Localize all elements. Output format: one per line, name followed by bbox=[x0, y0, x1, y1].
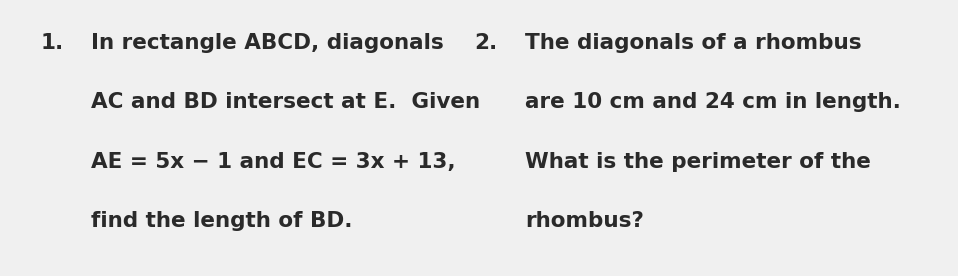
Text: rhombus?: rhombus? bbox=[525, 211, 644, 231]
Text: are 10 cm and 24 cm in length.: are 10 cm and 24 cm in length. bbox=[525, 92, 901, 112]
Text: 1.: 1. bbox=[40, 33, 63, 53]
Text: AC and BD intersect at E.  Given: AC and BD intersect at E. Given bbox=[91, 92, 480, 112]
Text: AE = 5x − 1 and EC = 3x + 13,: AE = 5x − 1 and EC = 3x + 13, bbox=[91, 152, 456, 172]
Text: What is the perimeter of the: What is the perimeter of the bbox=[525, 152, 871, 172]
Text: In rectangle ABCD, diagonals: In rectangle ABCD, diagonals bbox=[91, 33, 444, 53]
Text: find the length of BD.: find the length of BD. bbox=[91, 211, 353, 231]
Text: The diagonals of a rhombus: The diagonals of a rhombus bbox=[525, 33, 861, 53]
Text: 2.: 2. bbox=[474, 33, 497, 53]
